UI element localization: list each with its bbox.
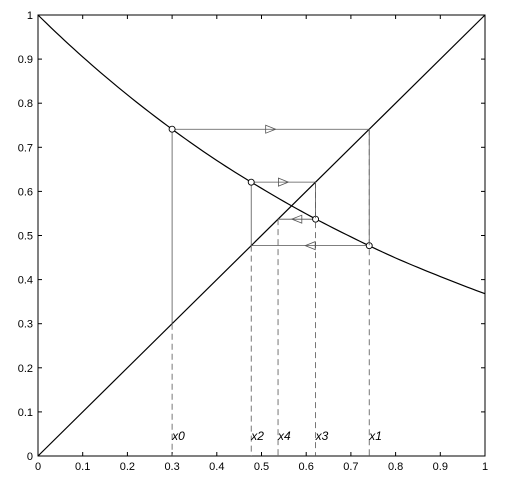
iterate-label: x1: [368, 429, 382, 443]
x-tick-label: 0.7: [343, 461, 358, 473]
cobweb-arrow: [265, 124, 277, 134]
x-tick-label: 0.4: [209, 461, 224, 473]
iterate-label: x0: [171, 429, 185, 443]
iterate-marker: [247, 178, 255, 186]
x-tick-label: 0.3: [164, 461, 179, 473]
iterate-marker: [168, 125, 176, 133]
curve-series: [37, 14, 486, 295]
y-tick-label: 0.7: [18, 142, 33, 154]
x-tick-label: 0.8: [388, 461, 403, 473]
iterate-label: x2: [250, 429, 264, 443]
cobweb-arrow: [278, 177, 290, 187]
x-tick-label: 0: [35, 461, 41, 473]
x-tick-label: 0.2: [120, 461, 135, 473]
iterate-label: x4: [277, 429, 291, 443]
y-tick-label: 0.8: [18, 98, 33, 110]
y-tick-label: 0.3: [18, 319, 33, 331]
x-tick-label: 1: [482, 461, 488, 473]
cobweb-arrow: [290, 214, 303, 224]
y-tick-label: 0.2: [18, 363, 33, 375]
y-tick-label: 1: [27, 10, 33, 22]
y-tick-label: 0.4: [18, 275, 33, 287]
x-tick-label: 0.1: [75, 461, 90, 473]
y-tick-label: 0.6: [18, 186, 33, 198]
y-tick-label: 0: [27, 451, 33, 463]
y-tick-label: 0.1: [18, 407, 33, 419]
x-tick-label: 0.9: [433, 461, 448, 473]
y-tick-label: 0.9: [18, 54, 33, 66]
x-tick-label: 0.5: [254, 461, 269, 473]
x-tick-label: 0.6: [299, 461, 314, 473]
diagonal-series: [37, 14, 486, 457]
y-tick-label: 0.5: [18, 231, 33, 243]
iterate-label: x3: [315, 429, 329, 443]
